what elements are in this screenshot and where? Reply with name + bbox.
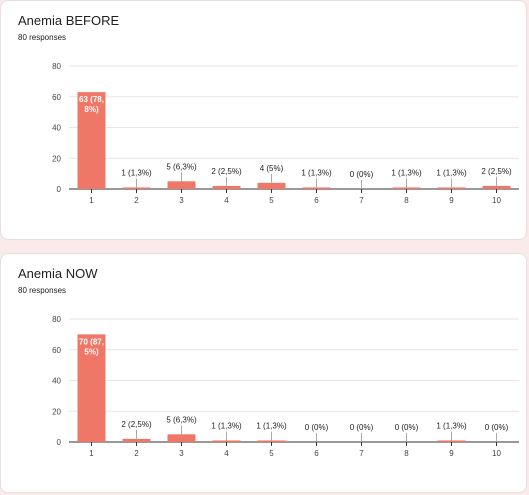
x-tick-label: 10 xyxy=(492,449,501,458)
data-label: 0 (0%) xyxy=(305,423,329,432)
data-label: 5 (6,3%) xyxy=(166,415,197,424)
bar xyxy=(482,185,511,189)
bar xyxy=(167,181,196,189)
data-label: 63 (78, 8%) xyxy=(79,95,104,114)
x-tick-label: 4 xyxy=(224,449,229,458)
data-label: 1 (1,3%) xyxy=(391,168,422,177)
data-label: 0 (0%) xyxy=(350,423,374,432)
y-tick-label: 60 xyxy=(52,346,61,355)
data-label: 0 (0%) xyxy=(395,423,419,432)
x-tick-label: 9 xyxy=(449,196,454,205)
bar xyxy=(257,440,286,442)
x-tick-label: 2 xyxy=(134,196,139,205)
bar xyxy=(302,187,331,189)
bar xyxy=(212,440,241,442)
data-label: 2 (2,5%) xyxy=(121,420,152,429)
y-tick-label: 60 xyxy=(52,93,61,102)
chart-title: Anemia BEFORE xyxy=(18,13,120,28)
data-label: 1 (1,3%) xyxy=(256,421,287,430)
response-count: 80 responses xyxy=(18,33,67,42)
bar xyxy=(122,187,151,189)
bar xyxy=(77,334,106,442)
bar xyxy=(437,440,466,442)
bar-chart-before: 0 20 40 60 80 1 63 (78, 8%) 2 1 (1,3%) 3 5 (6,3%) 4 2… xyxy=(52,62,519,205)
bar xyxy=(437,187,466,189)
y-tick-label: 40 xyxy=(52,124,61,133)
chart-card-before: Anemia BEFORE 80 responses 0 20 40 60 80 1 63 … xyxy=(0,0,527,240)
bar xyxy=(77,92,106,189)
x-tick-label: 6 xyxy=(314,196,319,205)
data-label: 0 (0%) xyxy=(485,423,509,432)
y-tick-label: 20 xyxy=(52,407,61,416)
x-tick-label: 3 xyxy=(179,196,184,205)
data-label: 1 (1,3%) xyxy=(436,168,467,177)
bar xyxy=(212,185,241,189)
y-tick-label: 40 xyxy=(52,377,61,386)
chart-title: Anemia NOW xyxy=(18,266,98,281)
x-tick-label: 2 xyxy=(134,449,139,458)
x-tick-label: 7 xyxy=(359,449,364,458)
data-label: 0 (0%) xyxy=(350,170,374,179)
data-label: 1 (1,3%) xyxy=(301,168,332,177)
y-tick-label: 0 xyxy=(57,438,62,447)
bar-chart-now: 0 20 40 60 80 1 70 (87, 5%) 2 2 (2,5%) 3 5 (6,3%) 4 1… xyxy=(52,315,519,458)
bar xyxy=(392,187,421,189)
bar xyxy=(257,182,286,189)
data-label: 2 (2,5%) xyxy=(481,167,512,176)
x-tick-label: 1 xyxy=(89,449,94,458)
bar xyxy=(122,438,151,442)
response-count: 80 responses xyxy=(18,286,67,295)
x-tick-label: 7 xyxy=(359,196,364,205)
data-label: 1 (1,3%) xyxy=(436,421,467,430)
x-tick-label: 3 xyxy=(179,449,184,458)
x-tick-label: 8 xyxy=(404,196,409,205)
x-tick-label: 6 xyxy=(314,449,319,458)
x-tick-label: 1 xyxy=(89,196,94,205)
x-tick-label: 5 xyxy=(269,196,274,205)
x-tick-label: 8 xyxy=(404,449,409,458)
data-label: 4 (5%) xyxy=(260,164,284,173)
x-tick-label: 4 xyxy=(224,196,229,205)
data-label: 5 (6,3%) xyxy=(166,162,197,171)
chart-card-now: Anemia NOW 80 responses 0 20 40 60 80 1 70 (87… xyxy=(0,253,527,493)
data-label: 1 (1,3%) xyxy=(121,168,152,177)
bar xyxy=(167,434,196,442)
data-label: 1 (1,3%) xyxy=(211,421,242,430)
y-tick-label: 80 xyxy=(52,62,61,71)
x-tick-label: 10 xyxy=(492,196,501,205)
y-tick-label: 80 xyxy=(52,315,61,324)
x-tick-label: 9 xyxy=(449,449,454,458)
x-tick-label: 5 xyxy=(269,449,274,458)
y-tick-label: 0 xyxy=(57,185,62,194)
data-label: 2 (2,5%) xyxy=(211,167,242,176)
data-label: 70 (87, 5%) xyxy=(79,337,104,356)
y-tick-label: 20 xyxy=(52,154,61,163)
